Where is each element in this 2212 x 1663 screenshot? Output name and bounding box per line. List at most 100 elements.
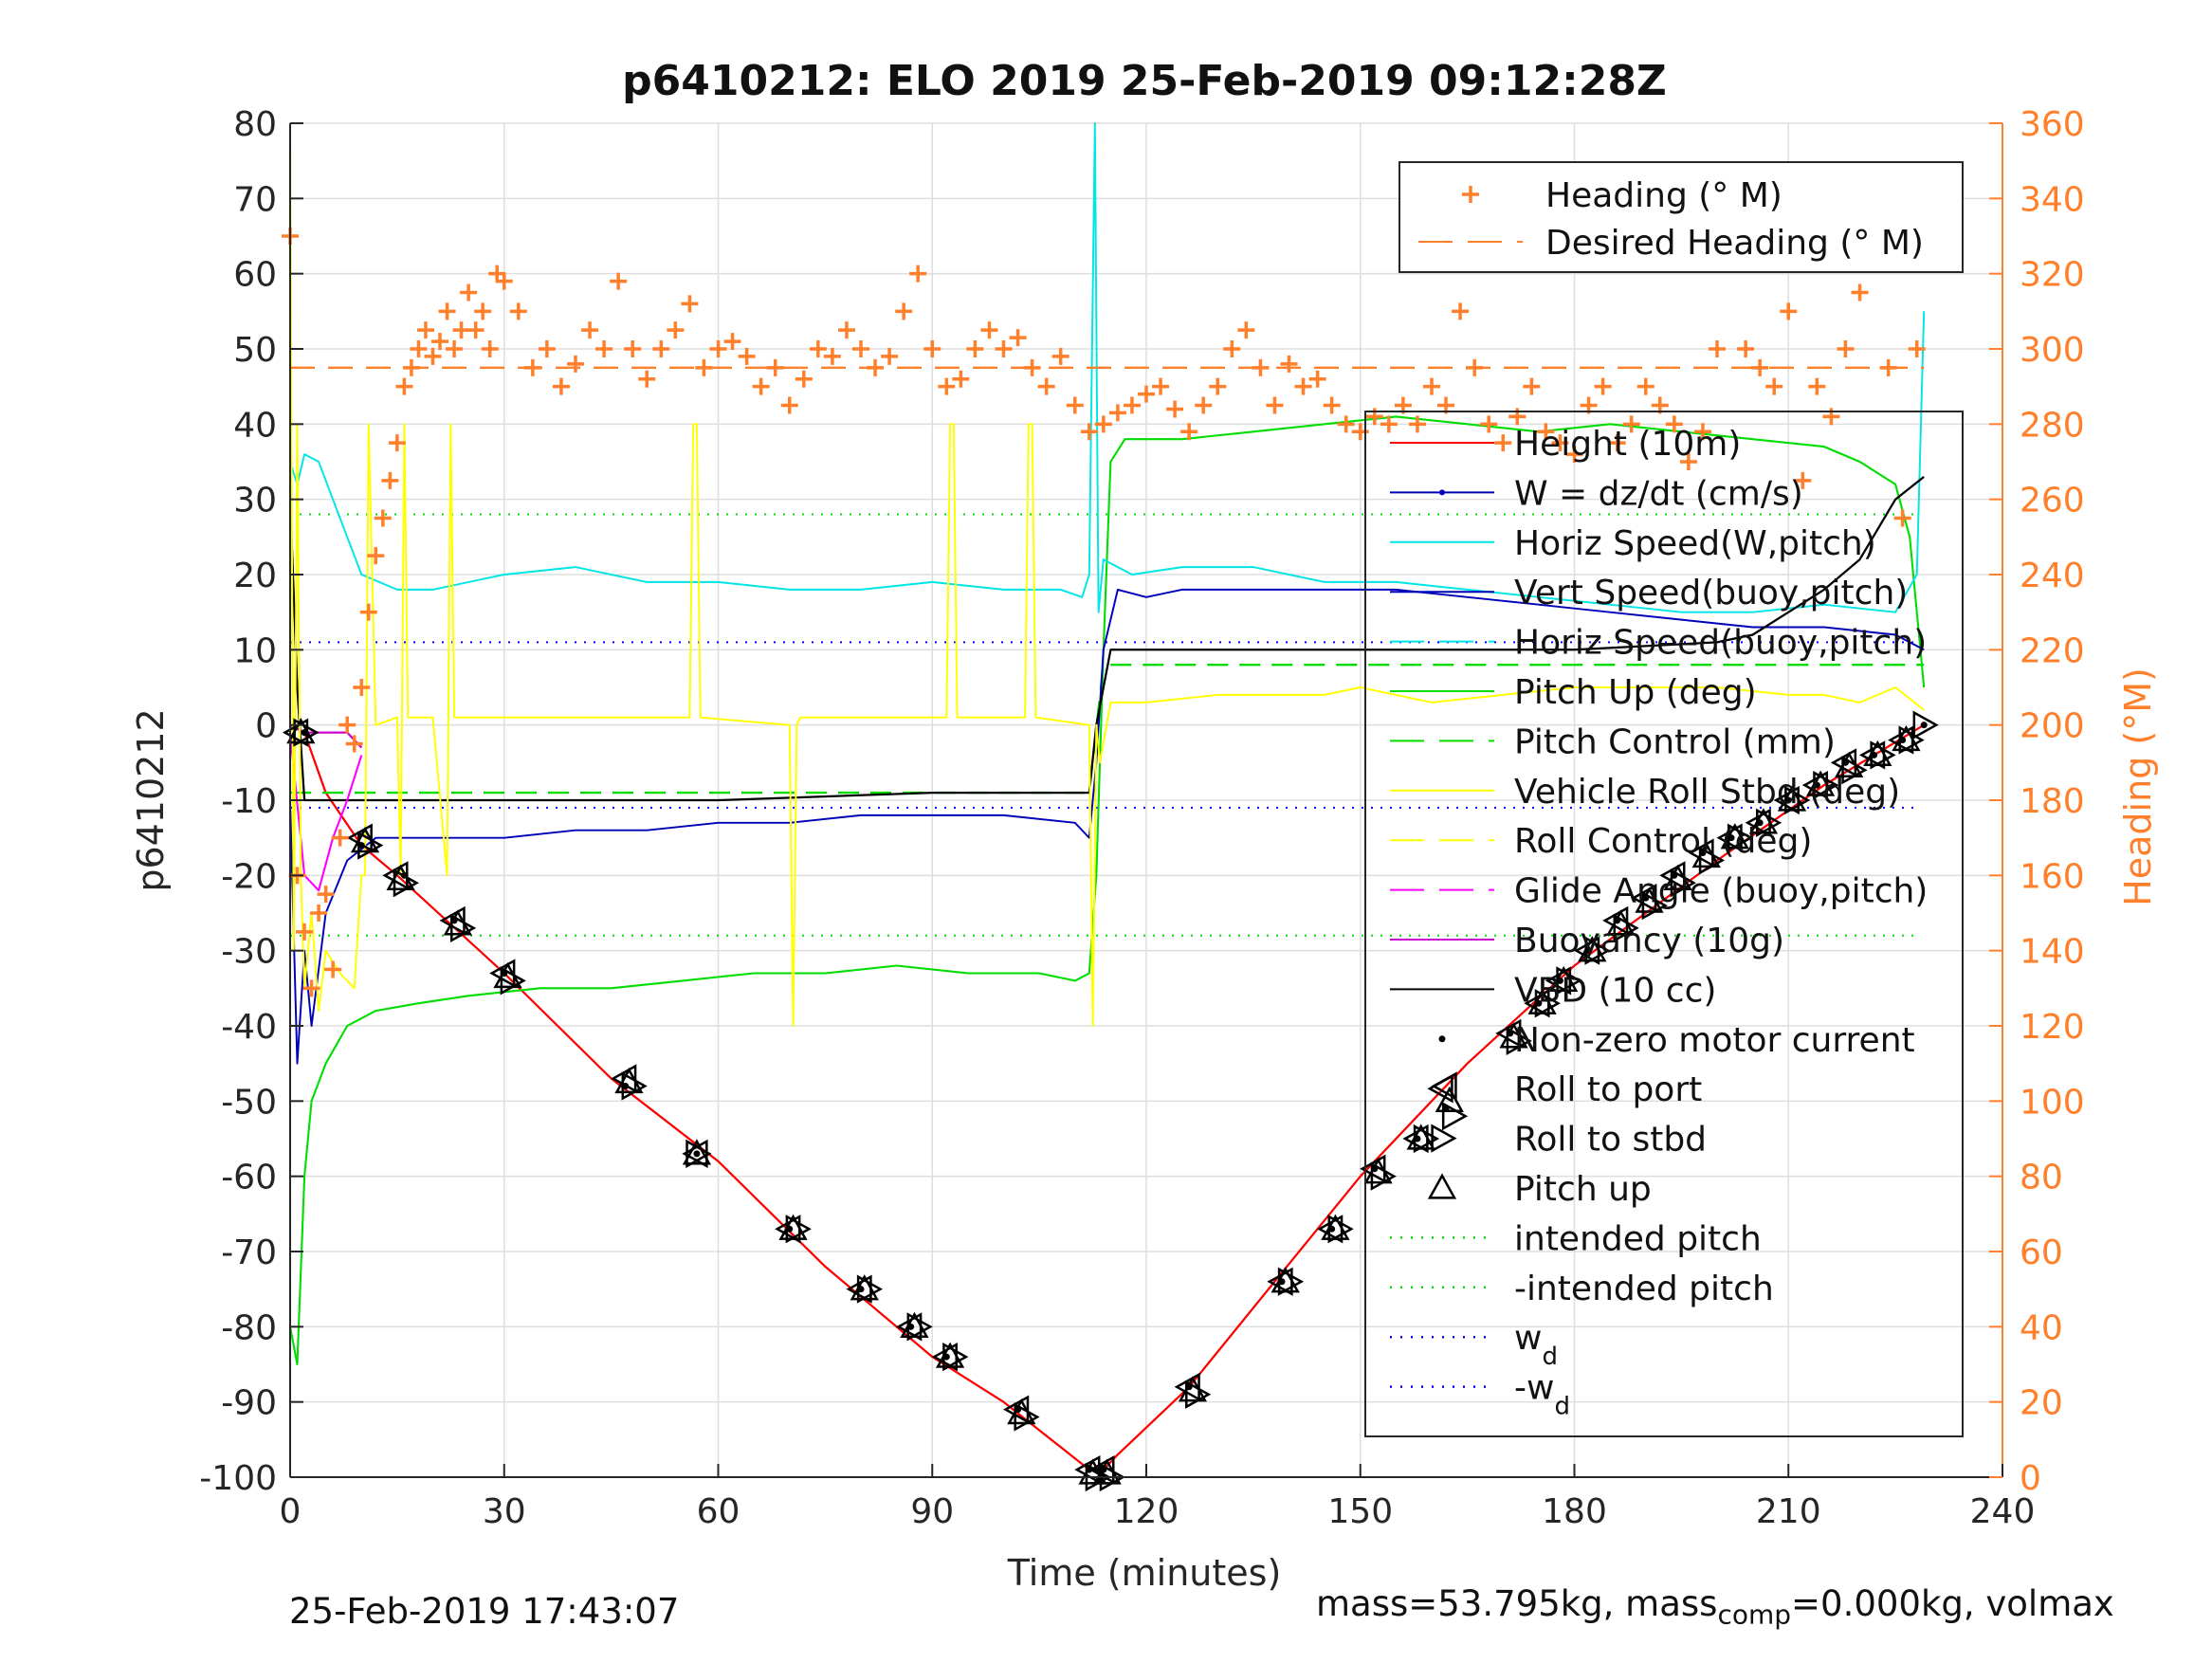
data-point [852, 340, 869, 357]
data-point [1002, 1395, 1030, 1424]
data-point [1494, 434, 1512, 452]
data-point [1737, 340, 1755, 357]
data-point [1631, 884, 1657, 913]
data-point [1679, 453, 1697, 470]
legend-label: Horiz Speed(W,pitch) [1514, 524, 1876, 563]
y-tick-label-right: 120 [2020, 1008, 2085, 1047]
data-point [302, 979, 320, 997]
data-point [1920, 722, 1928, 729]
data-point [1794, 471, 1812, 489]
data-point [995, 340, 1013, 357]
data-point [766, 358, 784, 376]
x-tick-label: 150 [1327, 1492, 1393, 1531]
data-point [452, 321, 470, 339]
data-point [460, 283, 478, 302]
legend-label: Vehicle Roll Stbd (deg) [1514, 773, 1900, 812]
legend-label: Non-zero motor current [1514, 1021, 1915, 1060]
data-point [317, 886, 335, 904]
legend-label: intended pitch [1514, 1219, 1762, 1258]
y-tick-label-left: 40 [233, 406, 277, 445]
series-vert-speed-buoy-pitch [289, 588, 1925, 1065]
data-point [495, 272, 513, 290]
data-point [850, 1274, 879, 1301]
data-point [1551, 434, 1569, 452]
data-point [424, 347, 442, 365]
data-point [682, 1139, 708, 1168]
data-point [709, 340, 727, 357]
footer-timestamp: 25-Feb-2019 17:43:07 [289, 1591, 680, 1632]
data-point [1308, 370, 1326, 388]
data-point [611, 1064, 637, 1093]
data-point [1537, 423, 1555, 441]
legend-box [1364, 411, 1964, 1437]
data-point [416, 321, 434, 339]
data-point [1080, 423, 1098, 441]
data-point [695, 358, 713, 376]
data-point [1423, 377, 1440, 395]
data-point [1565, 446, 1583, 464]
data-point [1549, 965, 1579, 993]
data-point [1323, 396, 1341, 414]
series-line [289, 122, 1925, 1027]
data-point [980, 321, 998, 339]
legend-label: Glide Angle (buoy,pitch) [1514, 872, 1928, 911]
legend-label: Pitch Control (mm) [1514, 722, 1836, 761]
data-point [1663, 864, 1692, 890]
data-point [1237, 321, 1255, 339]
legend-label: Desired Heading (° M) [1545, 224, 1924, 263]
data-point [1209, 377, 1227, 395]
y-tick-label-right: 100 [2020, 1083, 2085, 1122]
legend-label-subscript: d [1554, 1393, 1570, 1421]
data-point [1266, 396, 1284, 414]
data-point [752, 377, 770, 395]
data-point [1720, 823, 1749, 850]
data-point [1606, 909, 1636, 936]
y-tick-label-left: 80 [233, 105, 277, 144]
data-point [1527, 988, 1557, 1014]
data-point [489, 959, 516, 988]
y-tick-label-left: -10 [221, 782, 277, 821]
x-tick-label: 0 [280, 1492, 302, 1531]
data-point [780, 396, 798, 414]
series-pitch-up [286, 718, 1921, 1485]
data-point [1452, 302, 1470, 320]
data-point [386, 864, 415, 890]
data-point [523, 358, 541, 376]
legend-label: -wd [1514, 1369, 1570, 1421]
data-point [474, 302, 492, 320]
data-point [1908, 340, 1926, 357]
legend-heading: Heading (° M) Desired Heading (° M) [1398, 161, 1964, 273]
x-tick-label: 240 [1970, 1492, 2036, 1531]
data-point [923, 340, 941, 357]
x-tick-label: 120 [1114, 1492, 1179, 1531]
data-point [1830, 748, 1857, 777]
data-point [381, 471, 399, 489]
data-point [1693, 423, 1711, 441]
x-axis-label: Time (minutes) [1007, 1552, 1282, 1594]
data-point [681, 295, 699, 313]
data-point [1363, 1158, 1393, 1184]
data-point [638, 370, 656, 388]
y-tick-label-right: 180 [2020, 782, 2085, 821]
series-line [288, 415, 1926, 1366]
data-point [410, 340, 428, 357]
legend-label: -intended pitch [1514, 1270, 1774, 1308]
data-point [1438, 1035, 1446, 1043]
y-tick-label-left: 50 [233, 331, 277, 370]
data-point [1893, 509, 1911, 527]
data-point [431, 333, 449, 351]
data-point [952, 370, 970, 388]
data-point [1435, 1086, 1464, 1112]
data-point [466, 321, 484, 339]
series-line [289, 122, 1926, 613]
data-point [350, 827, 380, 853]
legend-label: Roll to port [1514, 1070, 1702, 1109]
x-tick-label: 30 [483, 1492, 526, 1531]
legend-label: VBD (10 cc) [1514, 971, 1716, 1010]
data-point [1408, 415, 1426, 433]
data-point [881, 347, 899, 365]
y-tick-label-right: 340 [2020, 180, 2085, 219]
data-point [1659, 861, 1686, 890]
data-point [1280, 355, 1298, 373]
